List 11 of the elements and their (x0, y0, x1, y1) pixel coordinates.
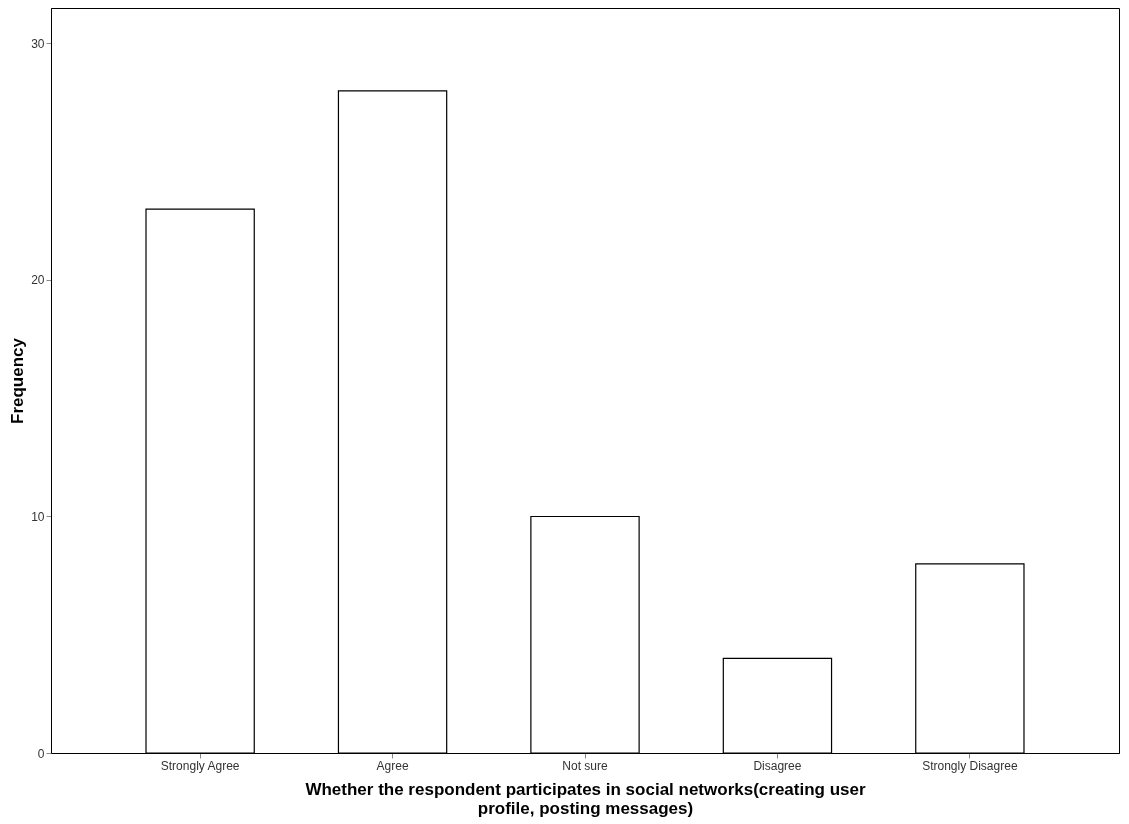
x-tick-label: Disagree (753, 758, 802, 773)
y-tick-label: 10 (31, 509, 45, 524)
x-tick-label: Agree (376, 758, 409, 773)
y-tick-label: 0 (37, 746, 45, 761)
x-axis-title: Whether the respondent participates in social networks(creating user profile, posting messages) (305, 779, 866, 818)
x-tick-label: Strongly Agree (160, 758, 240, 773)
y-axis-title: Frequency (8, 337, 28, 424)
x-tick-label: Not sure (562, 758, 608, 773)
x-tick-label: Strongly Disagree (922, 758, 1018, 773)
y-tick-label: 20 (31, 273, 45, 288)
y-tick-label: 30 (31, 36, 45, 51)
